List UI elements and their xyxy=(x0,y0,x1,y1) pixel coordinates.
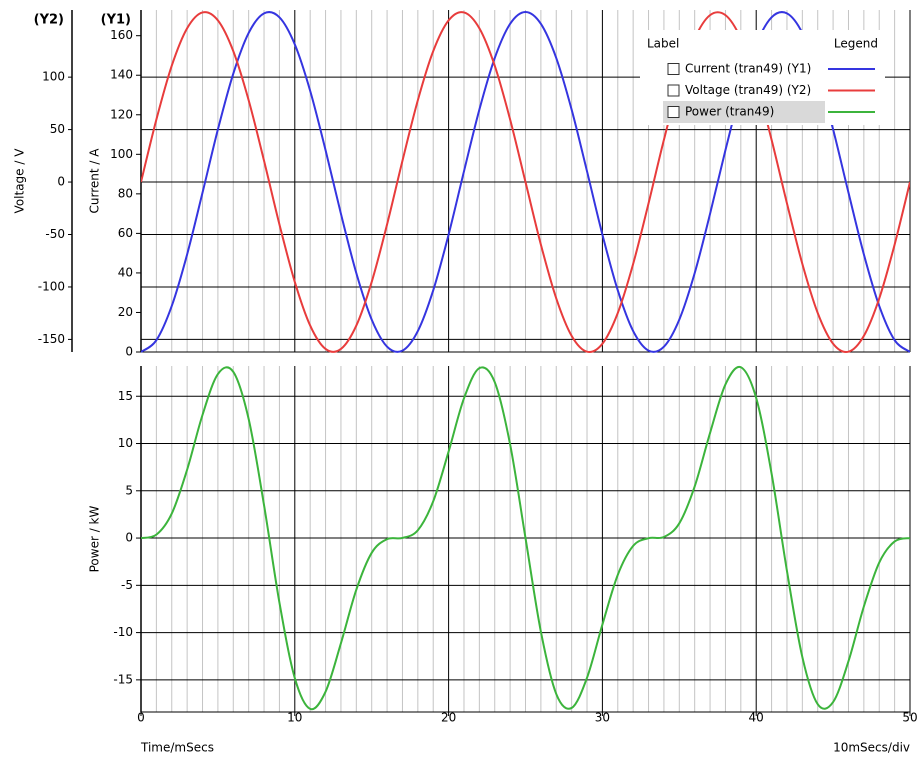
x-tick-label: 0 xyxy=(137,711,145,725)
y2-tick-label: 100 xyxy=(42,70,65,84)
y-tick-label: -15 xyxy=(113,672,133,686)
y-tick-label: -5 xyxy=(121,578,133,592)
x-axis-label: Time/mSecs xyxy=(140,741,214,755)
x-tick-label: 40 xyxy=(749,711,764,725)
legend-checkbox[interactable] xyxy=(667,84,680,97)
x-tick-label: 10 xyxy=(287,711,302,725)
y-tick-label: 5 xyxy=(125,483,133,497)
y2-tick-label: -50 xyxy=(45,227,65,241)
y-tick-label: 80 xyxy=(118,186,133,200)
x-tick-label: 50 xyxy=(902,711,917,725)
y-tick-label: 0 xyxy=(125,345,133,359)
legend-checkbox[interactable] xyxy=(667,106,680,118)
y-tick-label: 0 xyxy=(125,531,133,545)
legend-highlight xyxy=(663,101,825,123)
y-tick-label: -10 xyxy=(113,625,133,639)
y2-axis-tag: (Y2) xyxy=(34,13,64,28)
legend-label: Current (tran49) (Y1) xyxy=(685,62,811,76)
y-tick-label: 40 xyxy=(118,265,133,279)
y-tick-label: 160 xyxy=(110,28,133,42)
y-tick-label: 120 xyxy=(110,107,133,121)
legend-label: Power (tran49) xyxy=(685,105,774,119)
y2-axis-label: Voltage / V xyxy=(13,148,27,214)
series-line xyxy=(141,11,910,353)
x-scale-label: 10mSecs/div xyxy=(833,741,910,755)
x-tick-label: 30 xyxy=(595,711,610,725)
y2-tick-label: 0 xyxy=(57,175,65,189)
y-tick-label: 140 xyxy=(110,68,133,82)
y-tick-label: 10 xyxy=(118,436,133,450)
legend-header: Label xyxy=(647,37,679,51)
series-line xyxy=(141,10,910,353)
series-line xyxy=(141,365,910,711)
legend-label: Voltage (tran49) (Y2) xyxy=(685,83,811,97)
legend-header: Legend xyxy=(834,37,878,51)
y2-tick-label: -100 xyxy=(38,279,65,293)
y-tick-label: 20 xyxy=(118,305,133,319)
legend-checkbox[interactable] xyxy=(667,63,680,75)
y2-tick-label: 50 xyxy=(50,122,65,136)
x-tick-label: 20 xyxy=(441,711,456,725)
y-axis-tag: (Y1) xyxy=(101,13,131,28)
y-axis-label: Power / kW xyxy=(88,505,102,572)
y-tick-label: 15 xyxy=(118,389,133,403)
y-axis-label: Current / A xyxy=(88,148,102,214)
y-tick-label: 60 xyxy=(118,226,133,240)
y-tick-label: 100 xyxy=(110,147,133,161)
y2-tick-label: -150 xyxy=(38,332,65,346)
